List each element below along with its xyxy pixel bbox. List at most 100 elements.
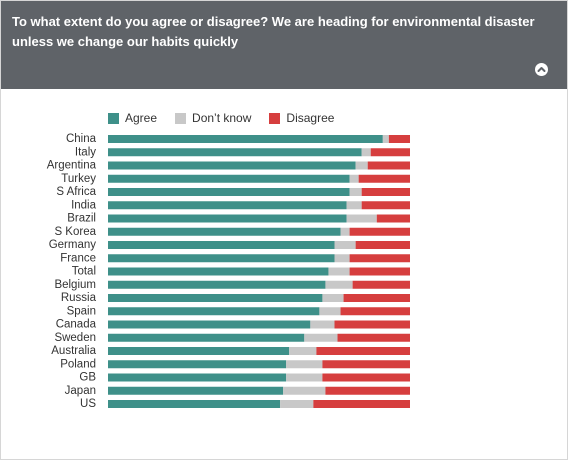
bar-sweden-disagree[interactable] [337,333,410,342]
bar-australia-don-t-know[interactable] [289,347,317,355]
bar-sweden-don-t-know[interactable] [304,333,338,342]
bar-us-agree[interactable] [108,400,281,408]
legend-swatch-agree [108,112,119,124]
category-label-canada: Canada [56,319,97,331]
bar-turkey-don-t-know[interactable] [349,174,359,183]
bar-japan-don-t-know[interactable] [283,386,326,395]
bar-s-korea-disagree[interactable] [349,227,410,236]
bar-france-don-t-know[interactable] [334,254,350,263]
bar-china-don-t-know[interactable] [382,135,389,143]
bar-russia-disagree[interactable] [343,294,410,302]
bar-canada-don-t-know[interactable] [310,320,335,329]
bar-russia-don-t-know[interactable] [322,294,344,302]
legend-label-dont-know: Don’t know [192,111,252,125]
category-label-russia: Russia [61,292,97,304]
bar-gb-don-t-know[interactable] [286,373,323,382]
bar-india-agree[interactable] [108,201,347,210]
bar-poland-disagree[interactable] [322,360,410,369]
bar-india-don-t-know[interactable] [346,201,362,210]
legend-item-agree: Agree [108,111,157,125]
bar-russia-agree[interactable] [108,294,323,302]
bar-total-disagree[interactable] [349,267,410,276]
bar-brazil-disagree[interactable] [376,214,410,223]
bar-s-africa-agree[interactable] [108,188,350,196]
bar-japan-disagree[interactable] [325,386,410,395]
category-label-japan: Japan [65,385,96,397]
bar-italy-don-t-know[interactable] [361,148,371,157]
bar-france-disagree[interactable] [349,254,410,263]
bar-spain-don-t-know[interactable] [319,307,341,316]
category-label-total: Total [72,266,96,278]
category-label-s-africa: S Africa [56,186,96,198]
bar-australia-disagree[interactable] [316,347,410,355]
bar-argentina-agree[interactable] [108,161,356,170]
chart-question-title: To what extent do you agree or disagree?… [12,14,535,49]
legend-item-dont-know: Don’t know [175,111,251,125]
category-label-gb: GB [79,372,96,384]
bar-turkey-disagree[interactable] [358,174,410,183]
bar-s-africa-don-t-know[interactable] [349,188,362,196]
bar-china-agree[interactable] [108,135,383,143]
category-label-china: China [66,133,97,145]
bar-germany-agree[interactable] [108,241,335,249]
bar-belgium-agree[interactable] [108,280,326,289]
bar-s-korea-agree[interactable] [108,227,341,236]
category-label-s-korea: S Korea [54,226,96,238]
legend-swatch-disagree [269,112,281,124]
bar-s-africa-disagree[interactable] [361,188,410,196]
legend-label-agree: Agree [125,111,158,125]
bar-italy-agree[interactable] [108,148,362,157]
category-label-belgium: Belgium [54,279,96,291]
category-label-india: India [71,199,97,211]
category-label-sweden: Sweden [54,332,96,344]
category-label-australia: Australia [51,345,96,357]
category-label-spain: Spain [67,305,96,317]
chevron-up-icon [537,67,546,72]
bar-china-disagree[interactable] [388,135,410,143]
bar-germany-disagree[interactable] [355,241,410,249]
bar-turkey-agree[interactable] [108,174,350,183]
category-label-france: France [60,252,96,264]
category-label-italy: Italy [75,146,96,158]
bar-canada-agree[interactable] [108,320,311,329]
bar-s-korea-don-t-know[interactable] [340,227,350,236]
category-label-germany: Germany [49,239,97,251]
bar-us-don-t-know[interactable] [280,400,314,408]
bar-poland-don-t-know[interactable] [286,360,323,369]
category-label-brazil: Brazil [67,213,96,225]
bar-spain-disagree[interactable] [340,307,410,316]
bar-us-disagree[interactable] [313,400,410,408]
chart-header: To what extent do you agree or disagree?… [1,1,567,89]
category-label-argentina: Argentina [47,160,97,172]
bar-italy-disagree[interactable] [370,148,410,157]
category-label-turkey: Turkey [61,173,96,185]
bar-belgium-disagree[interactable] [352,280,410,289]
bar-sweden-agree[interactable] [108,333,305,342]
bar-brazil-agree[interactable] [108,214,347,223]
legend-label-disagree: Disagree [286,111,335,125]
collapse-button[interactable] [535,63,548,76]
bar-germany-don-t-know[interactable] [334,241,356,249]
bar-gb-agree[interactable] [108,373,287,382]
bar-belgium-don-t-know[interactable] [325,280,353,289]
bar-poland-agree[interactable] [108,360,287,369]
bar-france-agree[interactable] [108,254,335,263]
bar-canada-disagree[interactable] [334,320,411,329]
bar-argentina-don-t-know[interactable] [355,161,368,170]
bar-total-don-t-know[interactable] [328,267,350,276]
legend-item-disagree: Disagree [269,111,334,125]
bar-gb-disagree[interactable] [322,373,410,382]
bar-japan-agree[interactable] [108,386,284,395]
category-label-us: US [80,398,96,410]
chart-legend: Agree Don’t know Disagree [108,110,352,126]
bar-argentina-disagree[interactable] [367,161,410,170]
bar-spain-agree[interactable] [108,307,320,316]
legend-swatch-dont-know [175,112,187,124]
category-label-poland: Poland [60,358,96,370]
bar-total-agree[interactable] [108,267,329,276]
bar-india-disagree[interactable] [361,201,410,210]
bar-brazil-don-t-know[interactable] [346,214,377,223]
bar-australia-agree[interactable] [108,347,290,355]
